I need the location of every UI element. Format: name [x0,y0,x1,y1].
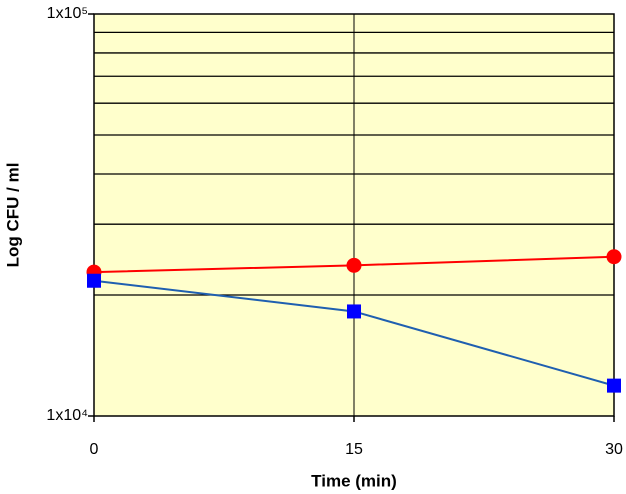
x-tick-label: 0 [90,441,99,458]
marker [87,273,101,288]
x-tick-label: 15 [345,441,363,458]
marker [606,249,622,265]
marker [607,378,621,393]
marker [346,257,362,273]
y-axis-label: Log CFU / ml [3,163,22,268]
x-tick-label: 30 [605,441,623,458]
y-tick-label: 1x10⁴ [46,407,88,424]
x-axis-label: Time (min) [311,471,397,490]
y-tick-label: 1x10⁵ [47,5,88,22]
marker [347,304,361,319]
